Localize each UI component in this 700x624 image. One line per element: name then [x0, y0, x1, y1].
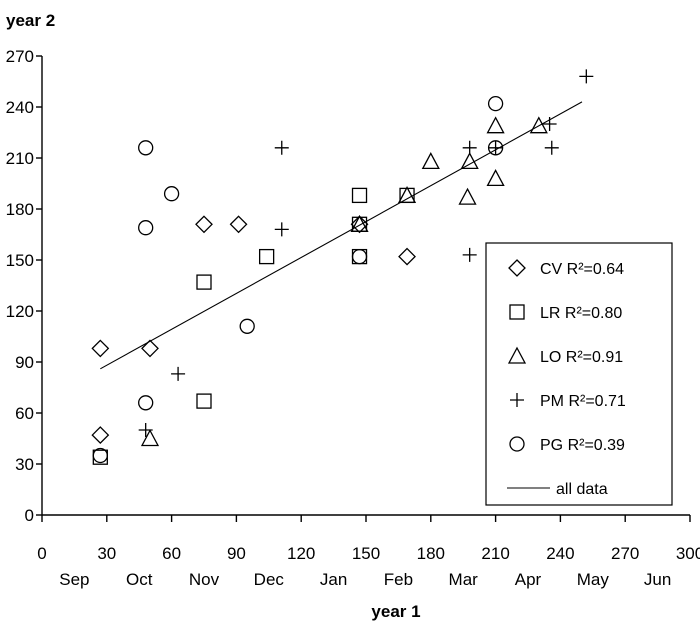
diamond-point — [91, 339, 110, 358]
axes — [36, 55, 691, 522]
square-point — [196, 393, 212, 409]
x-tick-label: 120 — [287, 544, 315, 563]
month-label: Mar — [449, 570, 479, 589]
trend-line-group — [100, 101, 583, 370]
series-diamond — [91, 215, 416, 445]
month-label: Dec — [254, 570, 285, 589]
legend-box — [485, 242, 673, 506]
y-tick-label: 150 — [6, 251, 34, 270]
plus-point — [462, 247, 477, 262]
month-label: Jan — [320, 570, 347, 589]
series-plus — [138, 69, 594, 437]
x-axis-title: year 1 — [371, 602, 420, 621]
legend-circle-swatch — [509, 436, 525, 452]
y-tick-label: 0 — [25, 506, 34, 525]
x-tick-label: 30 — [97, 544, 116, 563]
diamond-point — [195, 215, 213, 234]
square-point — [196, 274, 212, 290]
trend-line — [100, 101, 583, 370]
triangle-point — [460, 152, 479, 170]
plus-point — [488, 140, 503, 155]
legend-triangle-swatch — [507, 346, 527, 364]
month-label: May — [577, 570, 610, 589]
plus-point — [579, 69, 594, 84]
x-tick-label: 300 — [676, 544, 700, 563]
triangle-point — [529, 116, 548, 134]
legend-label: LR R²=0.80 — [540, 305, 622, 322]
triangle-point — [397, 186, 417, 204]
diamond-point — [398, 247, 416, 266]
x-tick-label: 60 — [162, 544, 181, 563]
plus-point — [462, 140, 477, 155]
square-point — [351, 187, 368, 204]
month-label: Apr — [515, 570, 542, 589]
square-point — [258, 248, 275, 265]
y-tick-label: 210 — [6, 149, 34, 168]
circle-point — [138, 140, 154, 156]
month-label: Nov — [189, 570, 220, 589]
month-label: Jun — [644, 570, 671, 589]
triangle-point — [458, 187, 477, 205]
legend-label: all data — [556, 481, 608, 498]
y-tick-label: 60 — [15, 404, 34, 423]
diamond-point — [91, 426, 110, 445]
series-circle — [92, 95, 504, 464]
x-tick-label: 210 — [481, 544, 509, 563]
circle-point — [138, 395, 154, 411]
y-tick-label: 30 — [15, 455, 34, 474]
plus-point — [171, 366, 186, 381]
tick-labels: 0 30 60 90 120 150 180 210 240 270 0 30 60 90 120 150 18… — [6, 47, 700, 589]
circle-point — [351, 248, 368, 265]
x-tick-label: 180 — [417, 544, 445, 563]
diamond-point — [141, 339, 159, 358]
plus-point — [274, 140, 289, 155]
plus-point — [138, 423, 153, 437]
x-tick-label: 90 — [227, 544, 246, 563]
plus-point — [542, 117, 557, 131]
month-label: Sep — [59, 570, 89, 589]
legend: CV R²=0.64 LR R²=0.80 LO R²=0.91 PM R²=0.71… — [485, 242, 673, 506]
legend-label: PM R²=0.71 — [540, 393, 626, 410]
plus-point — [274, 222, 289, 237]
legend-square-swatch — [509, 304, 525, 320]
diamond-point — [229, 215, 248, 234]
legend-label: LO R²=0.91 — [540, 349, 623, 366]
circle-point — [239, 318, 255, 334]
y-axis-title: year 2 — [6, 11, 55, 30]
triangle-point — [421, 152, 440, 170]
circle-point — [163, 186, 180, 202]
legend-diamond-swatch — [508, 259, 526, 277]
plus-point — [544, 140, 559, 155]
circle-point — [487, 140, 504, 156]
triangle-point — [350, 214, 369, 232]
circle-point — [138, 220, 154, 236]
triangle-point — [140, 429, 160, 447]
triangle-point — [486, 116, 505, 134]
y-tick-label: 240 — [6, 98, 34, 117]
series-triangle — [140, 116, 548, 447]
y-tick-label: 90 — [15, 353, 34, 372]
x-tick-label: 150 — [352, 544, 380, 563]
x-tick-label: 270 — [611, 544, 639, 563]
circle-point — [92, 447, 108, 464]
legend-label: PG R²=0.39 — [540, 437, 625, 454]
x-tick-label: 0 — [37, 544, 46, 563]
month-label: Feb — [384, 570, 413, 589]
triangle-point — [486, 169, 505, 187]
circle-point — [487, 95, 504, 112]
diamond-point — [350, 215, 369, 234]
month-label: Oct — [126, 570, 153, 589]
y-tick-label: 120 — [6, 302, 34, 321]
x-tick-label: 240 — [546, 544, 574, 563]
legend-label: CV R²=0.64 — [540, 261, 624, 278]
y-tick-label: 180 — [6, 200, 34, 219]
y-tick-label: 270 — [6, 47, 34, 66]
legend-plus-swatch — [510, 393, 524, 407]
data-points — [91, 69, 594, 465]
